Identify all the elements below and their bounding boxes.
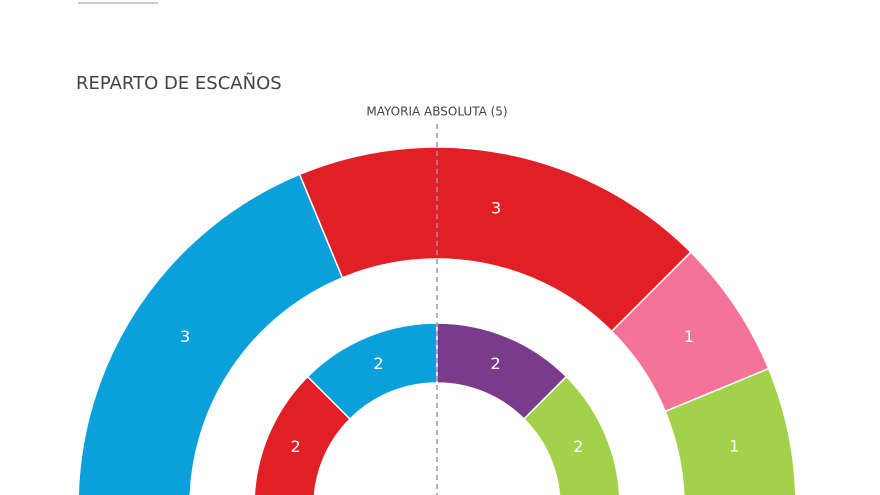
seat-label: 3 — [491, 198, 501, 217]
seat-label: 3 — [180, 327, 190, 346]
seat-label: 2 — [573, 437, 583, 456]
seat-label: 2 — [490, 354, 500, 373]
seat-label: 1 — [684, 327, 694, 346]
labels: 3 3 1 1 2 2 2 2 — [180, 198, 739, 456]
majority-label: MAYORIA ABSOLUTA (5) — [366, 105, 507, 119]
seat-label: 1 — [729, 436, 739, 455]
seat-segment — [298, 146, 692, 333]
rings — [77, 146, 797, 495]
seat-label: 2 — [291, 437, 301, 456]
seat-segment — [664, 367, 797, 495]
chart-title: REPARTO DE ESCAÑOS — [76, 72, 282, 94]
seat-segment — [522, 375, 621, 495]
seat-label: 2 — [373, 354, 383, 373]
